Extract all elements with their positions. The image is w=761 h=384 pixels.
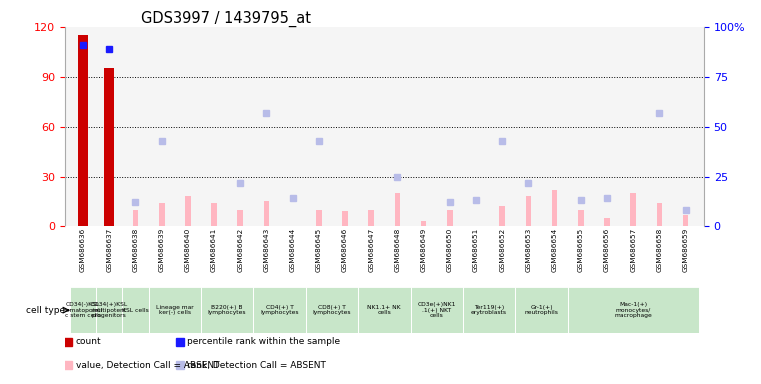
Text: GSM686646: GSM686646	[342, 228, 348, 273]
Bar	[104, 68, 114, 227]
Text: Gr-1(+)
neutrophils: Gr-1(+) neutrophils	[524, 305, 559, 315]
Bar	[630, 193, 636, 227]
Text: GSM686639: GSM686639	[158, 228, 164, 273]
Text: GSM686659: GSM686659	[683, 228, 689, 273]
Bar	[132, 210, 139, 227]
Text: GSM686640: GSM686640	[185, 228, 191, 273]
Text: CD34(-)KSL
hematopoieti
c stem cells: CD34(-)KSL hematopoieti c stem cells	[63, 302, 103, 318]
Text: GSM686653: GSM686653	[525, 228, 531, 273]
Text: GSM686654: GSM686654	[552, 228, 558, 273]
Text: NK1.1+ NK
cells: NK1.1+ NK cells	[368, 305, 401, 315]
Text: rank, Detection Call = ABSENT: rank, Detection Call = ABSENT	[187, 361, 326, 370]
Bar	[657, 203, 662, 227]
Text: GSM686638: GSM686638	[132, 228, 139, 273]
Text: GSM686643: GSM686643	[263, 228, 269, 273]
Bar	[96, 288, 123, 333]
Bar	[316, 210, 322, 227]
Bar	[201, 288, 253, 333]
Text: GSM686636: GSM686636	[80, 228, 86, 273]
Text: GSM686651: GSM686651	[473, 228, 479, 273]
Bar	[306, 288, 358, 333]
Text: Ter119(+)
erytroblasts: Ter119(+) erytroblasts	[471, 305, 507, 315]
Text: Mac-1(+)
monocytes/
macrophage: Mac-1(+) monocytes/ macrophage	[614, 302, 652, 318]
Bar	[342, 212, 348, 227]
Text: GSM686645: GSM686645	[316, 228, 322, 273]
Bar	[211, 203, 217, 227]
Bar	[185, 197, 191, 227]
Bar	[263, 202, 269, 227]
Bar	[604, 218, 610, 227]
Bar	[578, 210, 584, 227]
Bar	[394, 193, 400, 227]
Bar	[526, 197, 531, 227]
Bar	[237, 210, 243, 227]
Bar	[463, 288, 515, 333]
Text: GSM686655: GSM686655	[578, 228, 584, 273]
Text: cell type: cell type	[26, 306, 65, 314]
Text: GSM686650: GSM686650	[447, 228, 453, 273]
Text: GDS3997 / 1439795_at: GDS3997 / 1439795_at	[142, 11, 311, 27]
Text: GSM686642: GSM686642	[237, 228, 244, 273]
Bar	[368, 210, 374, 227]
Text: GSM686656: GSM686656	[604, 228, 610, 273]
Bar	[447, 210, 453, 227]
Bar	[159, 203, 164, 227]
Text: GSM686657: GSM686657	[630, 228, 636, 273]
Bar	[552, 190, 558, 227]
Text: percentile rank within the sample: percentile rank within the sample	[187, 338, 340, 346]
Text: GSM686648: GSM686648	[394, 228, 400, 273]
Text: KSL cells: KSL cells	[122, 308, 149, 313]
Text: GSM686637: GSM686637	[107, 228, 112, 273]
Text: CD8(+) T
lymphocytes: CD8(+) T lymphocytes	[313, 305, 351, 315]
Text: GSM686644: GSM686644	[290, 228, 295, 273]
Bar	[410, 288, 463, 333]
Bar	[253, 288, 306, 333]
Text: value, Detection Call = ABSENT: value, Detection Call = ABSENT	[75, 361, 219, 370]
Bar	[499, 207, 505, 227]
Text: B220(+) B
lymphocytes: B220(+) B lymphocytes	[208, 305, 247, 315]
Bar	[148, 288, 201, 333]
Bar	[123, 288, 148, 333]
Text: GSM686647: GSM686647	[368, 228, 374, 273]
Text: CD4(+) T
lymphocytes: CD4(+) T lymphocytes	[260, 305, 299, 315]
Bar	[568, 288, 699, 333]
Bar	[421, 222, 426, 227]
Text: CD34(+)KSL
multipotent
progenitors: CD34(+)KSL multipotent progenitors	[91, 302, 128, 318]
Text: GSM686641: GSM686641	[211, 228, 217, 273]
Bar	[70, 288, 96, 333]
Text: GSM686652: GSM686652	[499, 228, 505, 273]
Text: Lineage mar
ker(-) cells: Lineage mar ker(-) cells	[156, 305, 193, 315]
Bar	[78, 35, 88, 227]
Bar	[358, 288, 410, 333]
Bar	[515, 288, 568, 333]
Text: GSM686649: GSM686649	[421, 228, 427, 273]
Text: count: count	[75, 338, 101, 346]
Bar	[683, 215, 689, 227]
Text: CD3e(+)NK1
.1(+) NKT
cells: CD3e(+)NK1 .1(+) NKT cells	[418, 302, 456, 318]
Text: GSM686658: GSM686658	[657, 228, 662, 273]
